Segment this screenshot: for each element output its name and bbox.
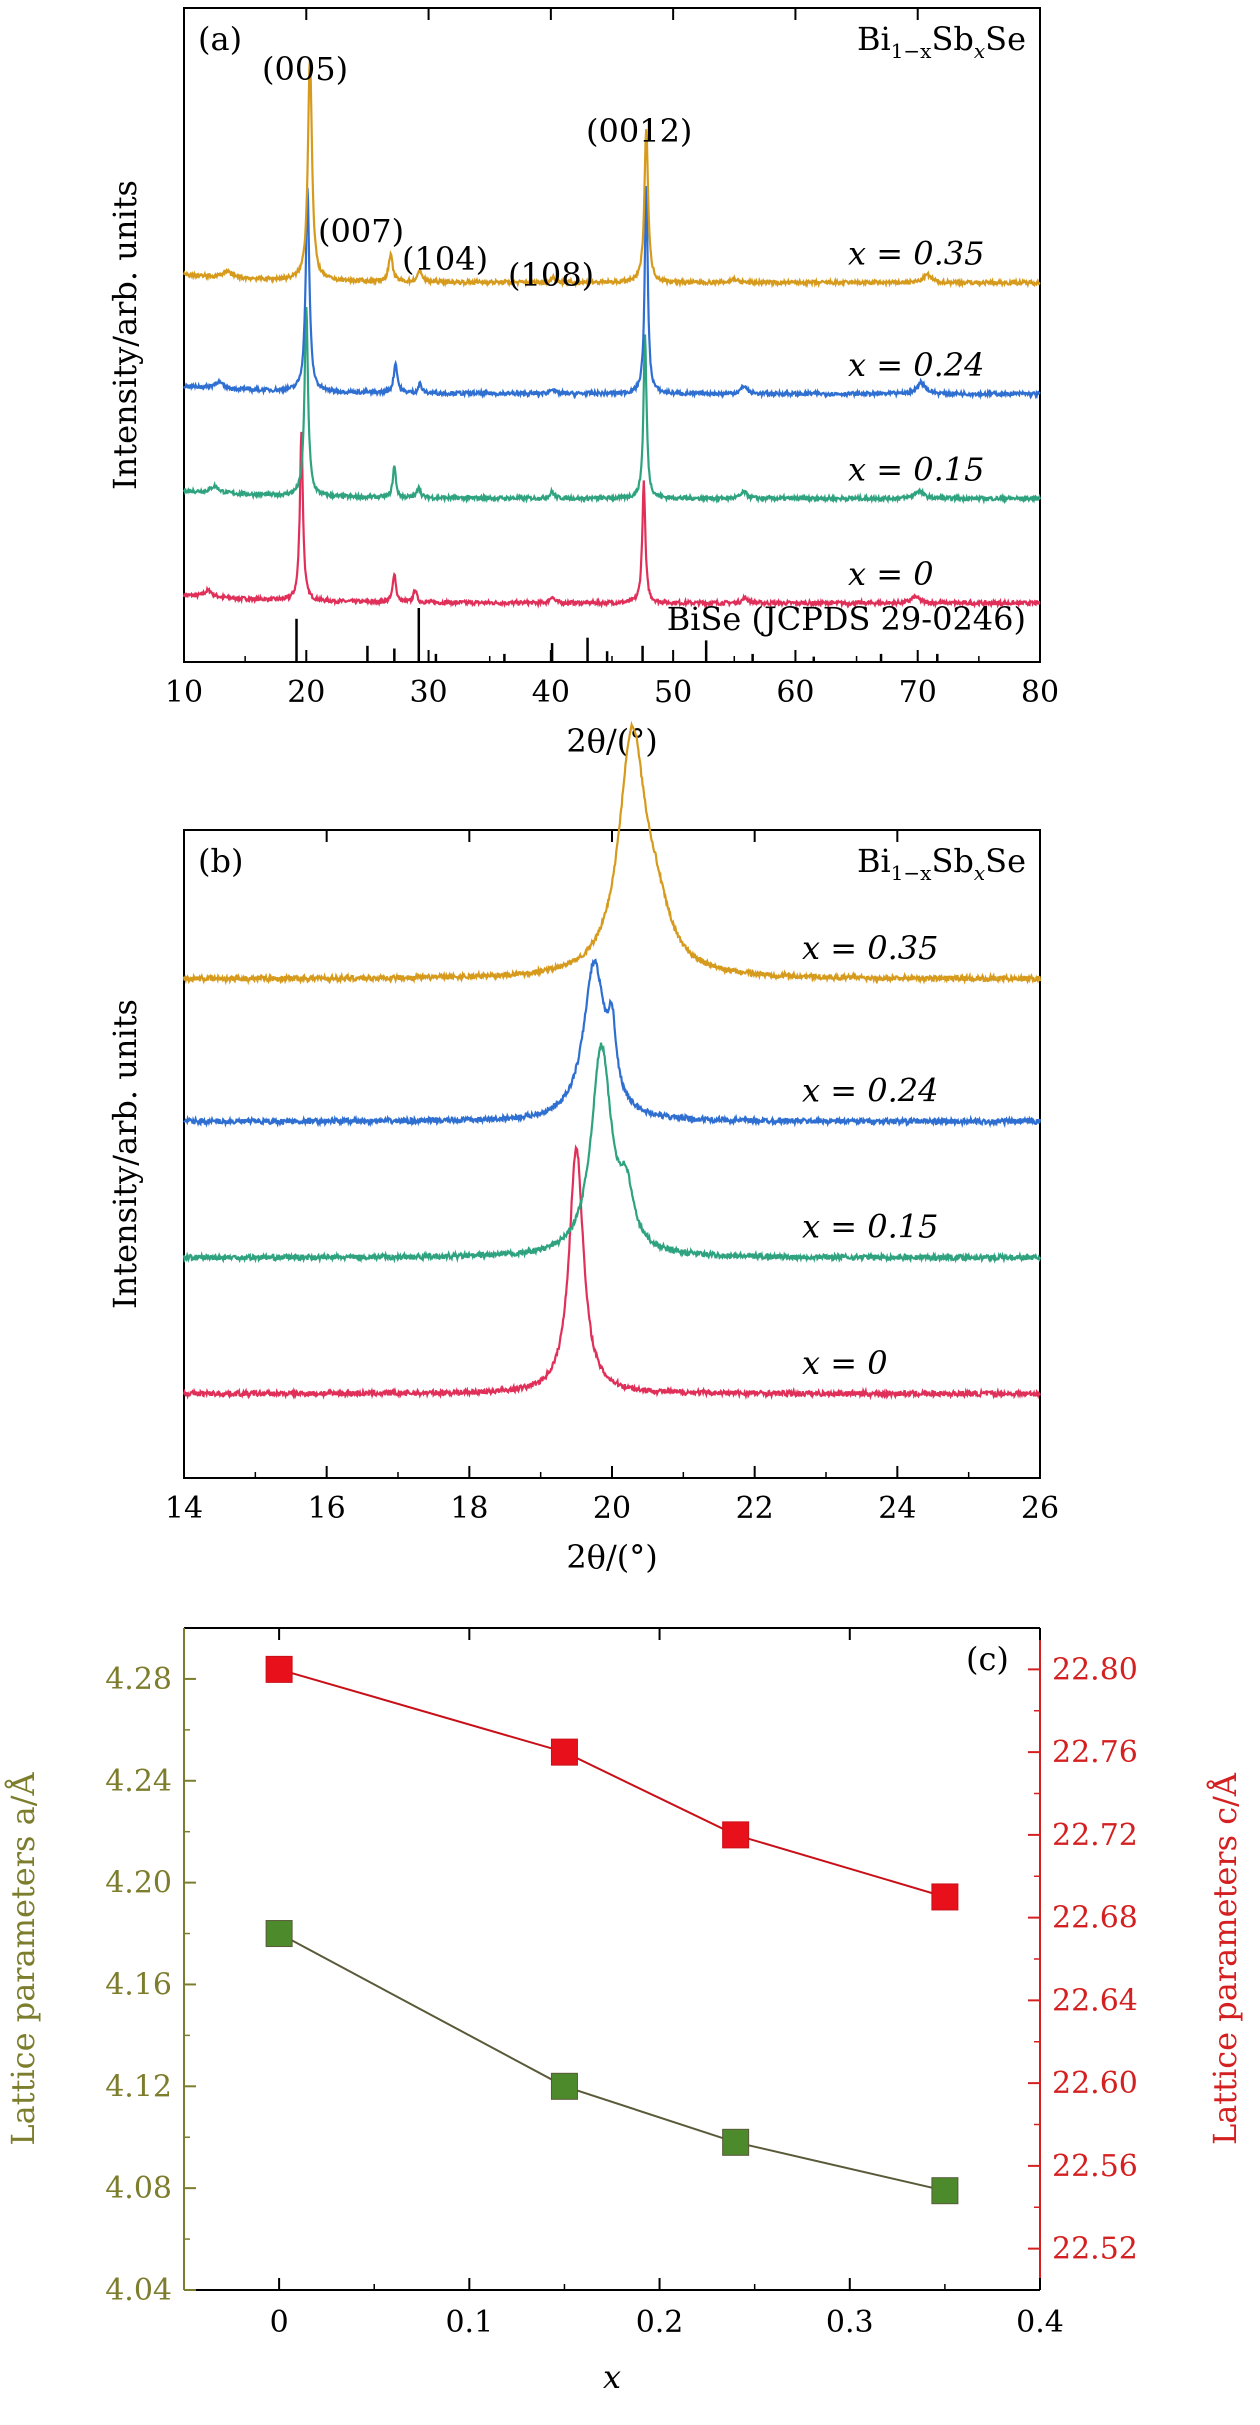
x-axis-title: x: [603, 2358, 621, 2396]
panel-tag: (a): [198, 20, 242, 58]
x-tick-label: 0.4: [1016, 2305, 1064, 2340]
series-line-0: [182, 431, 1041, 609]
x-tick-label: 60: [776, 675, 814, 710]
peak-label: (0012): [586, 112, 692, 150]
x-tick-label: 80: [1021, 675, 1059, 710]
title-subscript: x: [974, 39, 985, 63]
x-tick-label: 50: [654, 675, 692, 710]
y-right-axis-title: Lattice parameters c/Å: [1206, 1772, 1244, 2145]
y-right-tick-label: 22.56: [1052, 2149, 1138, 2184]
y-left-tick-label: 4.20: [105, 1866, 172, 1901]
panel-tag: (b): [198, 842, 243, 880]
series-label-1: x = 0.15: [802, 1208, 938, 1246]
y-left-tick-label: 4.24: [105, 1764, 172, 1799]
series-line-3: [182, 59, 1041, 289]
series-line-2: [183, 958, 1042, 1129]
x-tick-label: 30: [409, 675, 447, 710]
y-axis-title: Intensity/arb. units: [106, 999, 144, 1309]
x-tick-label: 0: [270, 2305, 289, 2340]
x-tick-label: 24: [878, 1491, 916, 1526]
series-label-0: x = 0: [848, 555, 934, 593]
x-tick-label: 16: [308, 1491, 346, 1526]
y-right-tick-label: 22.68: [1052, 1901, 1138, 1936]
data-point-a: [722, 2128, 750, 2156]
series-line-1: [182, 306, 1042, 505]
title-part: Bi: [857, 842, 891, 880]
x-tick-label: 18: [450, 1491, 488, 1526]
chart-title: Bi1−xSbxSe: [857, 20, 1026, 63]
y-left-tick-label: 4.12: [105, 2069, 172, 2104]
chart-title: Bi1−xSbxSe: [857, 842, 1026, 885]
y-right-tick-label: 22.52: [1052, 2232, 1138, 2267]
peak-label: (108): [508, 256, 594, 294]
title-subscript: 1−x: [891, 861, 932, 885]
y-right-tick-label: 22.64: [1052, 1983, 1138, 2018]
series-line-c: [278, 1668, 946, 1898]
title-part: Bi: [857, 20, 891, 58]
y-right-tick-label: 22.60: [1052, 2066, 1138, 2101]
title-part: Sb: [931, 842, 973, 880]
y-left-tick-label: 4.28: [105, 1662, 172, 1697]
x-tick-label: 0.2: [636, 2305, 684, 2340]
x-axis-title: 2θ/(°): [566, 1538, 657, 1576]
series-label-1: x = 0.15: [848, 451, 984, 489]
x-tick-label: 14: [165, 1491, 203, 1526]
y-right-tick-label: 22.76: [1052, 1735, 1138, 1770]
panel-tag: (c): [966, 1640, 1009, 1678]
data-point-c: [931, 1883, 959, 1911]
y-axis-title: Intensity/arb. units: [106, 180, 144, 490]
title-part: Sb: [931, 20, 973, 58]
y-left-axis-title: Lattice parameters a/Å: [4, 1772, 42, 2146]
series-label-2: x = 0.24: [848, 346, 984, 384]
peak-label: (007): [318, 212, 404, 250]
data-point-c: [722, 1821, 750, 1849]
series-line-a: [278, 1932, 946, 2192]
y-left-tick-label: 4.04: [105, 2273, 172, 2308]
y-right-tick-label: 22.80: [1052, 1652, 1138, 1687]
x-tick-label: 26: [1021, 1491, 1059, 1526]
series-line-0: [182, 1144, 1042, 1401]
panel-1: 14 16 18 20 22 24 26 x = 0 x = 0.15 x = 0.24 x = 0…: [106, 720, 1059, 1576]
series-label-3: x = 0.35: [848, 235, 984, 273]
data-point-a: [265, 1920, 293, 1948]
x-axis-title: 2θ/(°): [566, 722, 657, 760]
reference-label: BiSe (JCPDS 29-0246): [667, 600, 1026, 638]
x-tick-label: 20: [287, 675, 325, 710]
series-label-3: x = 0.35: [802, 929, 938, 967]
data-point-a: [550, 2072, 578, 2100]
data-point-a: [931, 2177, 959, 2205]
title-part: Se: [985, 20, 1026, 58]
y-left-tick-label: 4.16: [105, 1967, 172, 2002]
x-tick-label: 70: [899, 675, 937, 710]
x-tick-label: 0.3: [826, 2305, 874, 2340]
x-tick-label: 10: [165, 675, 203, 710]
y-left-tick-label: 4.08: [105, 2171, 172, 2206]
series-line-1: [182, 1042, 1042, 1264]
title-subscript: 1−x: [891, 39, 932, 63]
series-label-2: x = 0.24: [802, 1072, 938, 1110]
x-tick-label: 20: [593, 1491, 631, 1526]
y-right-tick-label: 22.72: [1052, 1818, 1138, 1853]
series-label-0: x = 0: [802, 1344, 888, 1382]
data-point-c: [550, 1738, 578, 1766]
peak-label: (005): [262, 50, 348, 88]
x-tick-label: 0.1: [445, 2305, 493, 2340]
peak-label: (104): [402, 240, 488, 278]
x-tick-label: 22: [736, 1491, 774, 1526]
panel-0: 10 20 30 40 50 60 70 80 x = 0 x = 0.15 x = 0.24 x =…: [106, 7, 1059, 760]
title-part: Se: [985, 842, 1026, 880]
data-point-c: [265, 1655, 293, 1683]
x-tick-label: 40: [532, 675, 570, 710]
title-subscript: x: [974, 861, 985, 885]
panel-2: 0 0.1 0.2 0.3 0.4 4.04 4.08 4.12 4.16 4.20 4.24 4.2…: [4, 1627, 1244, 2396]
series-line-2: [183, 185, 1041, 400]
series-line-3: [182, 720, 1042, 986]
